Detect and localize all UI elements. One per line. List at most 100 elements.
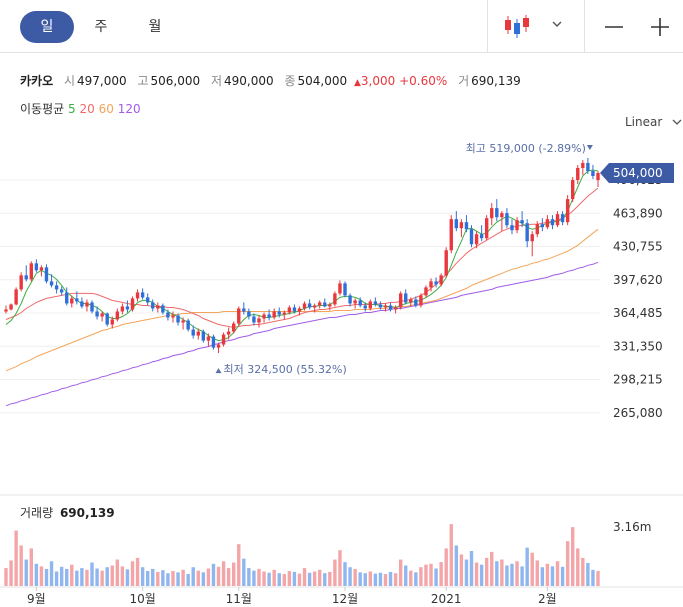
volume-bar bbox=[54, 571, 59, 586]
volume-bar bbox=[591, 569, 595, 586]
top-toolbar: 일 주 월 bbox=[0, 0, 683, 53]
current-price-tag bbox=[600, 163, 674, 184]
volume-bar bbox=[125, 569, 130, 586]
candle-body bbox=[186, 320, 190, 330]
candle-body bbox=[80, 301, 84, 307]
volume-bar bbox=[505, 565, 509, 586]
volume-bar bbox=[393, 573, 398, 586]
tab-weekly[interactable]: 주 bbox=[94, 19, 108, 35]
volume-bar bbox=[545, 563, 550, 586]
volume-bar bbox=[434, 568, 438, 586]
tab-monthly[interactable]: 월 bbox=[148, 19, 162, 35]
candle-body bbox=[105, 313, 109, 325]
candle-body bbox=[24, 275, 28, 280]
price-summary: 카카오 시 497,000 고 506,000 저 490,000 종 504,000 … bbox=[20, 72, 521, 89]
candle-body bbox=[429, 281, 433, 288]
candle-body bbox=[333, 293, 337, 305]
volume-bar bbox=[166, 573, 170, 586]
volume-bar bbox=[571, 527, 575, 586]
volume-bar bbox=[191, 567, 195, 586]
candle-body bbox=[70, 298, 74, 304]
candle-body bbox=[576, 167, 580, 181]
volume-bar bbox=[44, 568, 49, 586]
candle-body bbox=[388, 305, 393, 310]
tab-daily[interactable]: 일 bbox=[20, 11, 74, 43]
volume-bar bbox=[19, 545, 23, 586]
candle-body bbox=[530, 234, 534, 242]
volume-bar bbox=[49, 561, 54, 586]
y-tick-label: 364,485 bbox=[613, 306, 663, 320]
volume-bar bbox=[196, 570, 200, 586]
volume-bar bbox=[95, 568, 99, 586]
candle-body bbox=[211, 336, 216, 348]
volume-bar bbox=[14, 530, 18, 586]
volume-bar bbox=[459, 554, 464, 586]
candlestick-icon[interactable] bbox=[500, 12, 534, 42]
volume-bar bbox=[221, 561, 226, 586]
ma-60-label: 60 bbox=[98, 102, 114, 116]
volume-bar bbox=[206, 568, 211, 586]
low-value: 490,000 bbox=[224, 74, 274, 88]
volume-bar bbox=[105, 567, 109, 586]
scale-select[interactable]: Linear bbox=[625, 115, 682, 129]
ma-120-label: 120 bbox=[117, 102, 141, 116]
volume-bar bbox=[581, 557, 585, 586]
candle-body bbox=[191, 329, 195, 336]
volume-bar bbox=[59, 566, 64, 586]
volume-bar bbox=[90, 562, 94, 586]
candle-body bbox=[75, 298, 79, 302]
candle-body bbox=[353, 300, 357, 304]
candle-body bbox=[571, 180, 575, 200]
candle-body bbox=[277, 311, 281, 315]
volume-bar bbox=[312, 571, 317, 586]
candle-body bbox=[343, 283, 347, 296]
x-tick-label: 2021 bbox=[431, 592, 462, 606]
volume-bar bbox=[540, 567, 545, 586]
candle-body bbox=[49, 281, 54, 286]
chevron-down-icon bbox=[672, 119, 682, 125]
plus-icon[interactable] bbox=[645, 12, 675, 42]
y-tick-label: 298,215 bbox=[613, 373, 663, 387]
minus-icon[interactable] bbox=[599, 12, 629, 42]
candle-body bbox=[404, 293, 408, 303]
candle-body bbox=[135, 292, 140, 299]
candle-body bbox=[292, 307, 297, 312]
volume-bar bbox=[115, 559, 120, 586]
candle-body bbox=[560, 214, 565, 223]
change-arrow: ▲ bbox=[353, 78, 361, 88]
candle-body bbox=[297, 308, 302, 312]
volume-bar bbox=[211, 563, 216, 586]
candle-body bbox=[505, 213, 509, 226]
candle-body bbox=[464, 222, 469, 230]
volume-bar bbox=[242, 558, 246, 586]
candle-body bbox=[318, 302, 322, 306]
volume-value: 690,139 bbox=[471, 74, 521, 88]
volume-bar bbox=[474, 562, 479, 586]
candle-body bbox=[586, 162, 590, 171]
candle-body bbox=[130, 298, 135, 310]
volume-bar bbox=[358, 572, 362, 586]
volume-bar bbox=[500, 559, 504, 586]
volume-bar bbox=[520, 566, 524, 586]
close-value: 504,000 bbox=[297, 74, 348, 88]
low-label: 저 bbox=[210, 74, 222, 88]
candle-body bbox=[145, 297, 150, 303]
volume-bar bbox=[307, 572, 312, 586]
volume-bar bbox=[39, 566, 44, 586]
candle-body bbox=[95, 311, 99, 317]
volume-bar bbox=[231, 562, 236, 586]
chevron-down-icon[interactable] bbox=[548, 12, 566, 42]
candle-body bbox=[39, 267, 44, 271]
volume-bar bbox=[156, 571, 160, 586]
volume-bar bbox=[565, 541, 570, 586]
volume-bar bbox=[398, 559, 403, 586]
open-value: 497,000 bbox=[77, 74, 127, 88]
candle-body bbox=[65, 292, 69, 304]
candle-body bbox=[484, 218, 489, 239]
volume-bar bbox=[297, 573, 302, 586]
volume-bar bbox=[378, 572, 383, 586]
scale-label: Linear bbox=[625, 115, 663, 129]
ma-5-label: 5 bbox=[68, 102, 76, 116]
volume-max-label: 3.16m bbox=[613, 520, 651, 534]
